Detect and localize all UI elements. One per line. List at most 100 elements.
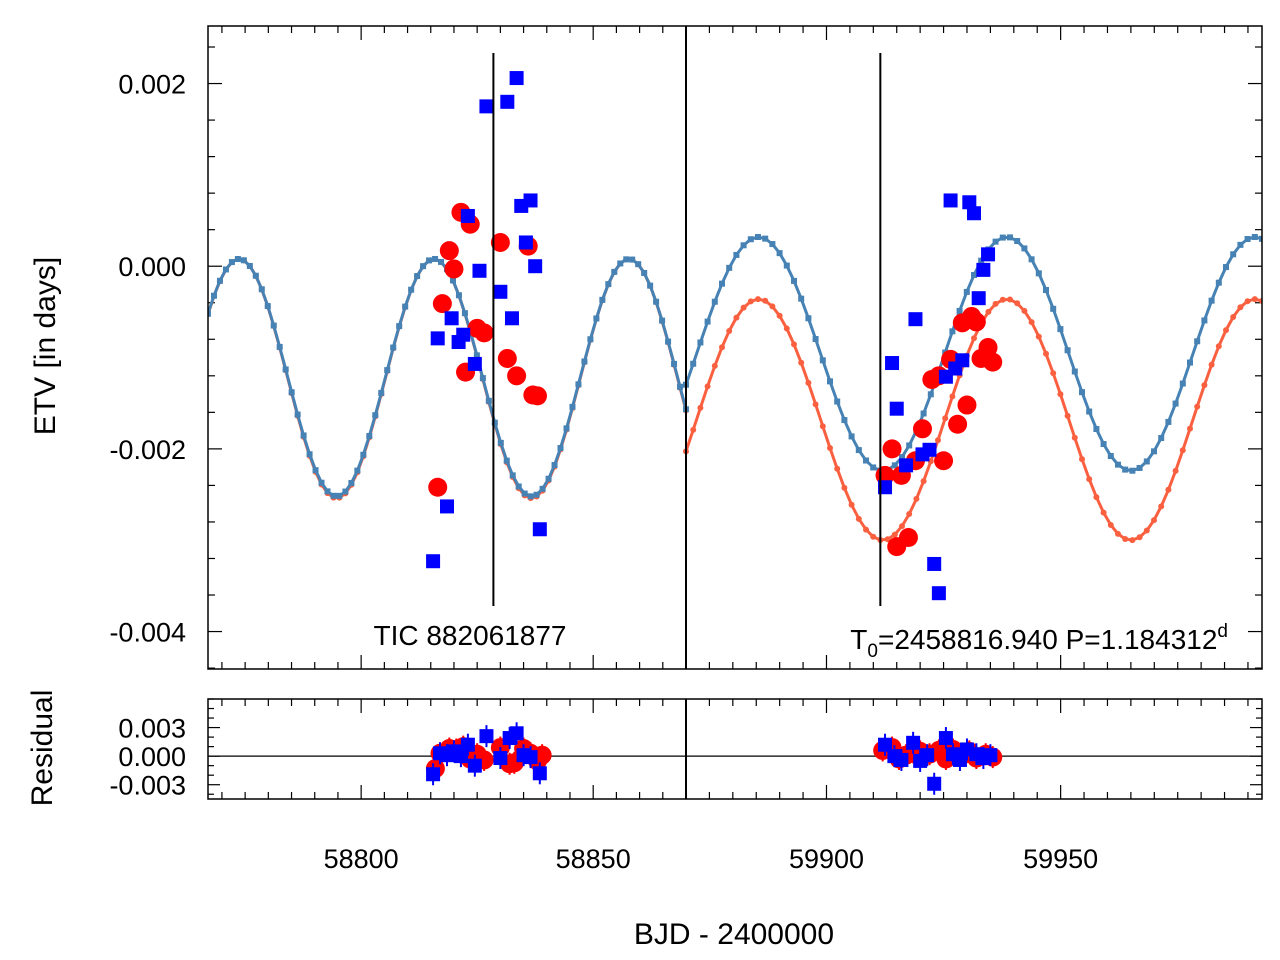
data-point	[453, 749, 468, 764]
data-point	[889, 401, 904, 416]
model-marker	[1151, 448, 1157, 455]
model-marker	[1230, 313, 1237, 320]
model-marker	[414, 273, 421, 280]
main-axis-ticks	[208, 26, 1262, 669]
model-marker	[402, 303, 409, 310]
model-marker	[690, 360, 697, 367]
model-marker	[783, 325, 790, 332]
model-marker	[581, 358, 588, 365]
model-marker	[216, 277, 223, 284]
model-marker	[1122, 535, 1129, 542]
model-marker	[473, 352, 480, 359]
model-marker	[240, 257, 247, 264]
model-marker	[677, 383, 684, 390]
model-marker	[812, 336, 819, 343]
model-marker	[461, 310, 468, 317]
model-marker	[324, 488, 331, 495]
model-marker	[330, 492, 337, 499]
model-marker	[617, 260, 624, 267]
model-marker	[863, 526, 869, 533]
model-marker	[1107, 453, 1114, 460]
data-point	[474, 323, 494, 343]
x-tick-label: 58850	[556, 844, 631, 874]
data-point	[507, 366, 527, 386]
model-marker	[935, 437, 941, 444]
model-marker	[372, 412, 379, 419]
model-marker	[819, 357, 826, 364]
model-marker	[992, 300, 999, 307]
data-point	[444, 311, 459, 326]
model-marker	[1215, 343, 1222, 350]
data-point	[467, 356, 482, 371]
model-marker	[1079, 389, 1085, 396]
model-marker	[497, 439, 504, 446]
data-point	[899, 458, 914, 473]
main-panel: 0.002 0.000 -0.002 -0.004 TIC 882061877 T0=…	[29, 25, 1263, 670]
model-marker	[1093, 494, 1100, 501]
model-marker	[264, 303, 271, 310]
model-marker	[891, 462, 898, 469]
model-marker	[1014, 238, 1021, 245]
data-point	[983, 352, 1003, 372]
model-marker	[697, 339, 704, 346]
model-marker	[635, 261, 642, 268]
model-marker	[252, 272, 259, 279]
model-marker	[726, 327, 733, 334]
model-marker	[1028, 319, 1035, 326]
data-point	[439, 241, 459, 261]
model-marker	[396, 323, 403, 330]
data-point	[444, 259, 464, 279]
model-marker	[551, 461, 558, 468]
model-marker	[455, 292, 462, 299]
data-point	[467, 758, 482, 773]
model-marker	[659, 317, 666, 324]
main-plot-frame	[207, 25, 1263, 670]
model-marker	[1165, 486, 1172, 493]
model-marker	[1086, 408, 1093, 415]
model-marker	[228, 259, 235, 266]
model-marker	[1179, 447, 1186, 454]
model-marker	[599, 296, 606, 303]
model-marker	[1107, 521, 1114, 528]
model-marker	[1143, 527, 1150, 534]
data-point	[479, 99, 494, 114]
model-marker	[920, 478, 927, 485]
data-point	[898, 527, 918, 547]
y-tick-label: -0.004	[109, 618, 186, 648]
model-marker	[1230, 251, 1237, 258]
model-marker	[336, 492, 343, 499]
model-marker	[1043, 350, 1049, 357]
model-marker	[704, 383, 711, 390]
model-marker	[545, 475, 552, 482]
model-marker	[1244, 298, 1251, 305]
data-point	[493, 751, 508, 766]
model-marker	[697, 404, 704, 411]
model-marker	[798, 359, 805, 366]
model-marker	[438, 258, 445, 265]
model-marker	[1251, 296, 1258, 303]
model-marker	[276, 343, 283, 350]
data-point	[908, 312, 923, 327]
model-marker	[623, 256, 630, 263]
model-marker	[1035, 270, 1042, 277]
model-marker	[1165, 418, 1172, 425]
data-point	[931, 586, 946, 601]
data-point	[981, 247, 996, 262]
model-marker	[1129, 537, 1136, 544]
data-point	[509, 726, 524, 741]
model-marker	[884, 536, 891, 543]
model-marker	[426, 257, 433, 264]
data-point	[479, 729, 494, 744]
model-marker	[354, 467, 361, 474]
data-point	[500, 94, 515, 109]
model-marker	[971, 335, 977, 342]
model-marker	[1071, 434, 1078, 441]
secondary-residual-points	[426, 722, 998, 795]
data-point	[943, 193, 958, 208]
model-marker	[1223, 264, 1229, 271]
model-marker	[711, 362, 718, 369]
model-marker	[855, 447, 862, 454]
model-marker	[747, 298, 754, 305]
data-point	[955, 353, 970, 368]
model-marker	[312, 467, 319, 474]
